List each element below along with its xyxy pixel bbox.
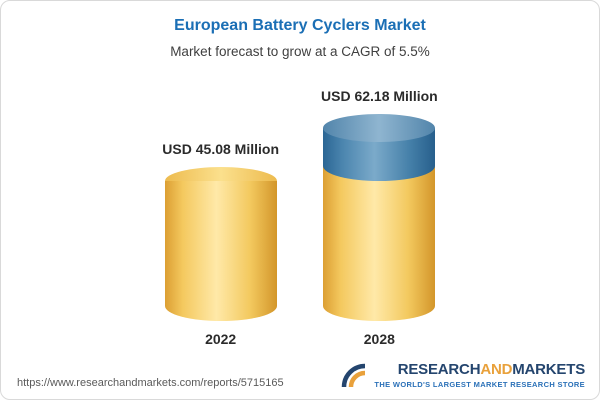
- cylinder-bar-chart: USD 45.08 Million 2022 USD 62.18 Million…: [1, 63, 599, 347]
- category-label-2022: 2022: [205, 331, 237, 347]
- logo-word-and: AND: [480, 361, 513, 378]
- bar-group-2028: USD 62.18 Million 2028: [321, 88, 438, 347]
- logo-text-block: RESEARCHANDMARKETS THE WORLD'S LARGEST M…: [374, 362, 585, 389]
- logo-mark-icon: [342, 363, 366, 387]
- cylinder-2028-body: [323, 114, 436, 321]
- cylinder-2028-growth-segment: [323, 114, 436, 181]
- footer: https://www.researchandmarkets.com/repor…: [17, 362, 585, 389]
- logo-wordmark: RESEARCHANDMARKETS: [398, 362, 585, 377]
- cylinder-2022: [164, 167, 277, 321]
- chart-subtitle: Market forecast to grow at a CAGR of 5.5…: [170, 44, 430, 59]
- source-url[interactable]: https://www.researchandmarkets.com/repor…: [17, 377, 284, 389]
- cylinder-2022-body: [164, 181, 277, 321]
- cylinder-2028: [323, 114, 436, 321]
- chart-title: European Battery Cyclers Market: [174, 17, 426, 34]
- cylinder-2028-cap: [323, 114, 436, 142]
- logo-tagline: THE WORLD'S LARGEST MARKET RESEARCH STOR…: [374, 380, 585, 389]
- value-label-2028: USD 62.18 Million: [321, 88, 438, 104]
- logo-word-markets: MARKETS: [512, 361, 585, 378]
- bar-group-2022: USD 45.08 Million 2022: [162, 141, 279, 347]
- logo: RESEARCHANDMARKETS THE WORLD'S LARGEST M…: [341, 362, 585, 389]
- logo-word-research: RESEARCH: [397, 361, 481, 378]
- value-label-2022: USD 45.08 Million: [162, 141, 279, 157]
- category-label-2028: 2028: [363, 331, 395, 347]
